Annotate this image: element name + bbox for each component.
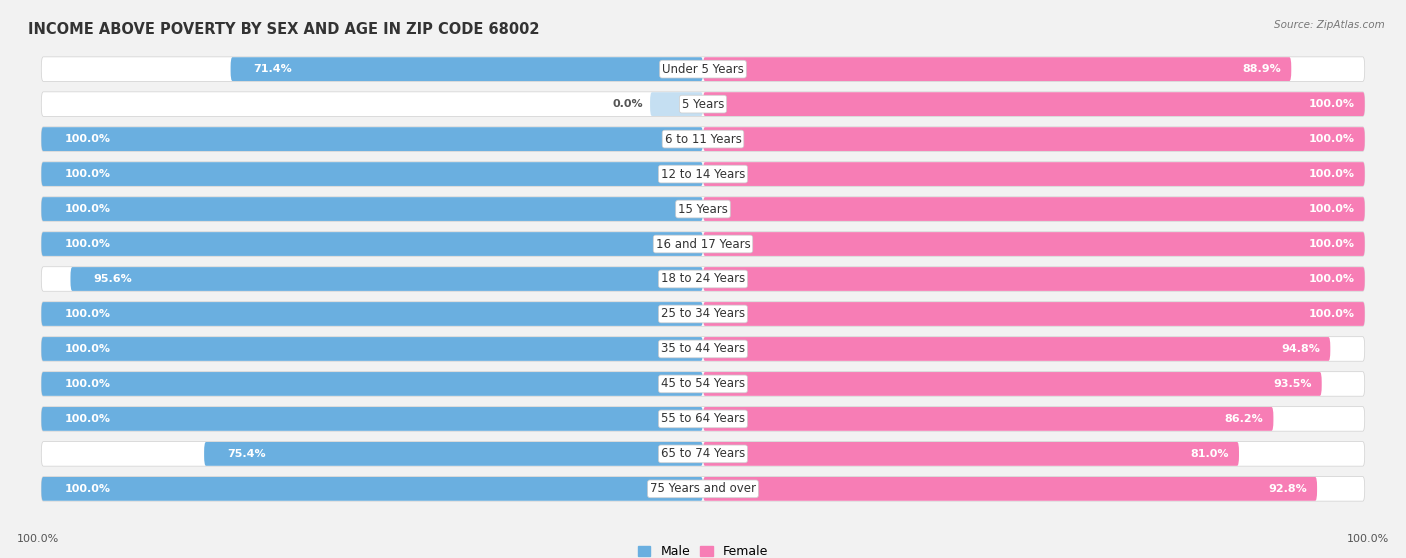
Text: 45 to 54 Years: 45 to 54 Years xyxy=(661,377,745,391)
Legend: Male, Female: Male, Female xyxy=(633,540,773,558)
Text: 100.0%: 100.0% xyxy=(1309,204,1355,214)
FancyBboxPatch shape xyxy=(41,92,1365,117)
Text: 88.9%: 88.9% xyxy=(1243,64,1281,74)
FancyBboxPatch shape xyxy=(41,336,1365,361)
FancyBboxPatch shape xyxy=(41,302,1365,326)
FancyBboxPatch shape xyxy=(41,162,1365,186)
Text: 100.0%: 100.0% xyxy=(65,169,111,179)
FancyBboxPatch shape xyxy=(231,57,703,81)
FancyBboxPatch shape xyxy=(41,232,1365,256)
FancyBboxPatch shape xyxy=(41,441,1365,466)
FancyBboxPatch shape xyxy=(41,407,1365,431)
FancyBboxPatch shape xyxy=(703,127,1365,151)
Text: 0.0%: 0.0% xyxy=(613,99,644,109)
Text: 18 to 24 Years: 18 to 24 Years xyxy=(661,272,745,286)
FancyBboxPatch shape xyxy=(703,267,1365,291)
Text: 65 to 74 Years: 65 to 74 Years xyxy=(661,448,745,460)
Text: 100.0%: 100.0% xyxy=(1309,169,1355,179)
FancyBboxPatch shape xyxy=(703,232,1365,256)
FancyBboxPatch shape xyxy=(41,267,1365,291)
Text: 100.0%: 100.0% xyxy=(1309,239,1355,249)
Text: INCOME ABOVE POVERTY BY SEX AND AGE IN ZIP CODE 68002: INCOME ABOVE POVERTY BY SEX AND AGE IN Z… xyxy=(28,22,540,36)
FancyBboxPatch shape xyxy=(41,372,1365,396)
Text: 6 to 11 Years: 6 to 11 Years xyxy=(665,133,741,146)
FancyBboxPatch shape xyxy=(703,407,1274,431)
FancyBboxPatch shape xyxy=(41,127,703,151)
Text: 100.0%: 100.0% xyxy=(65,414,111,424)
Text: 100.0%: 100.0% xyxy=(65,344,111,354)
Text: 55 to 64 Years: 55 to 64 Years xyxy=(661,412,745,425)
Text: 71.4%: 71.4% xyxy=(253,64,292,74)
Text: 93.5%: 93.5% xyxy=(1274,379,1312,389)
FancyBboxPatch shape xyxy=(703,477,1317,501)
FancyBboxPatch shape xyxy=(70,267,703,291)
Text: 15 Years: 15 Years xyxy=(678,203,728,215)
FancyBboxPatch shape xyxy=(41,162,703,186)
Text: 5 Years: 5 Years xyxy=(682,98,724,110)
Text: 100.0%: 100.0% xyxy=(65,309,111,319)
FancyBboxPatch shape xyxy=(703,162,1365,186)
FancyBboxPatch shape xyxy=(41,127,1365,151)
FancyBboxPatch shape xyxy=(703,302,1365,326)
Text: 100.0%: 100.0% xyxy=(65,239,111,249)
FancyBboxPatch shape xyxy=(41,407,703,431)
Text: 12 to 14 Years: 12 to 14 Years xyxy=(661,167,745,181)
Text: 35 to 44 Years: 35 to 44 Years xyxy=(661,343,745,355)
Text: Under 5 Years: Under 5 Years xyxy=(662,62,744,76)
FancyBboxPatch shape xyxy=(41,232,703,256)
Text: 95.6%: 95.6% xyxy=(94,274,132,284)
FancyBboxPatch shape xyxy=(703,337,1330,361)
FancyBboxPatch shape xyxy=(41,197,1365,222)
FancyBboxPatch shape xyxy=(703,197,1365,221)
Text: 100.0%: 100.0% xyxy=(1309,134,1355,144)
FancyBboxPatch shape xyxy=(703,442,1239,466)
Text: 100.0%: 100.0% xyxy=(1309,309,1355,319)
Text: 100.0%: 100.0% xyxy=(65,134,111,144)
Text: 100.0%: 100.0% xyxy=(65,484,111,494)
Text: 100.0%: 100.0% xyxy=(1309,99,1355,109)
Text: 94.8%: 94.8% xyxy=(1281,344,1320,354)
FancyBboxPatch shape xyxy=(41,372,703,396)
Text: 86.2%: 86.2% xyxy=(1225,414,1264,424)
FancyBboxPatch shape xyxy=(41,477,703,501)
FancyBboxPatch shape xyxy=(204,442,703,466)
Text: 81.0%: 81.0% xyxy=(1191,449,1229,459)
Text: 100.0%: 100.0% xyxy=(17,534,59,544)
FancyBboxPatch shape xyxy=(41,57,1365,81)
Text: 100.0%: 100.0% xyxy=(1347,534,1389,544)
Text: 100.0%: 100.0% xyxy=(65,379,111,389)
FancyBboxPatch shape xyxy=(41,337,703,361)
FancyBboxPatch shape xyxy=(703,372,1322,396)
FancyBboxPatch shape xyxy=(41,197,703,221)
Text: 100.0%: 100.0% xyxy=(65,204,111,214)
FancyBboxPatch shape xyxy=(650,92,703,116)
Text: 25 to 34 Years: 25 to 34 Years xyxy=(661,307,745,320)
Text: 92.8%: 92.8% xyxy=(1268,484,1308,494)
FancyBboxPatch shape xyxy=(703,92,1365,116)
FancyBboxPatch shape xyxy=(41,477,1365,501)
Text: 75 Years and over: 75 Years and over xyxy=(650,482,756,496)
FancyBboxPatch shape xyxy=(703,57,1291,81)
Text: 16 and 17 Years: 16 and 17 Years xyxy=(655,238,751,251)
Text: Source: ZipAtlas.com: Source: ZipAtlas.com xyxy=(1274,20,1385,30)
FancyBboxPatch shape xyxy=(41,302,703,326)
Text: 75.4%: 75.4% xyxy=(228,449,266,459)
Text: 100.0%: 100.0% xyxy=(1309,274,1355,284)
